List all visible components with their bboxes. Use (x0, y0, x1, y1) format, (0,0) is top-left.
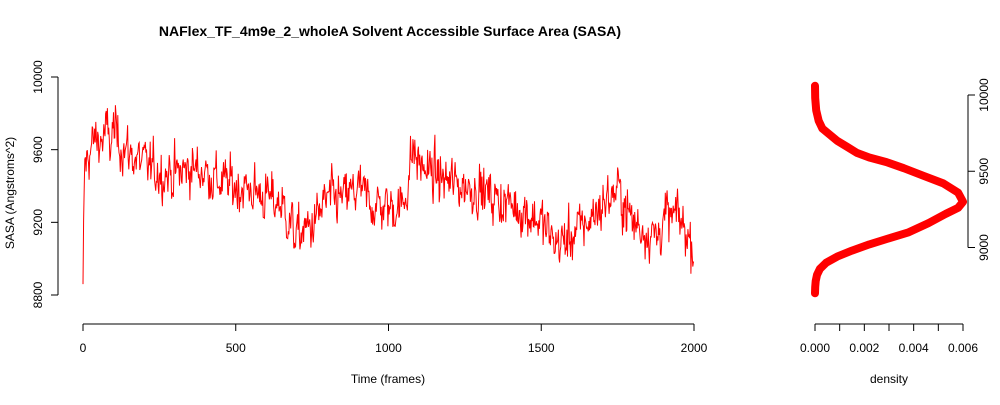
y-tick-label: 8800 (31, 281, 45, 308)
y-axis-label: SASA (Angstroms^2) (3, 137, 17, 249)
x-tick-label: 500 (226, 341, 246, 355)
density-plot: 0.000 0.002 0.004 0.006 9000 9500 10000 (800, 78, 991, 355)
density-x-tick-label: 0.002 (849, 341, 879, 355)
sasa-series-line (82, 105, 694, 285)
y-tick-label: 10000 (31, 60, 45, 94)
density-x-axis-label: density (870, 372, 908, 386)
density-x-tick-label: 0.004 (899, 341, 929, 355)
x-tick-label: 0 (80, 341, 87, 355)
x-tick-label: 1500 (528, 341, 555, 355)
density-y-tick-label: 9000 (977, 234, 991, 261)
x-tick-label: 2000 (681, 341, 708, 355)
density-x-tick-label: 0.000 (800, 341, 830, 355)
time-series-plot: 0 500 1000 1500 2000 8800 9200 9600 10000 (31, 60, 708, 355)
x-tick-label: 1000 (375, 341, 402, 355)
chart-title: NAFlex_TF_4m9e_2_wholeA Solvent Accessib… (159, 23, 621, 39)
y-tick-label: 9600 (31, 136, 45, 163)
density-x-tick-label: 0.006 (948, 341, 978, 355)
y-tick-label: 9200 (31, 209, 45, 236)
x-axis-label: Time (frames) (351, 372, 425, 386)
density-y-tick-label: 9500 (977, 158, 991, 185)
density-curve (811, 81, 967, 298)
density-y-tick-label: 10000 (977, 78, 991, 112)
